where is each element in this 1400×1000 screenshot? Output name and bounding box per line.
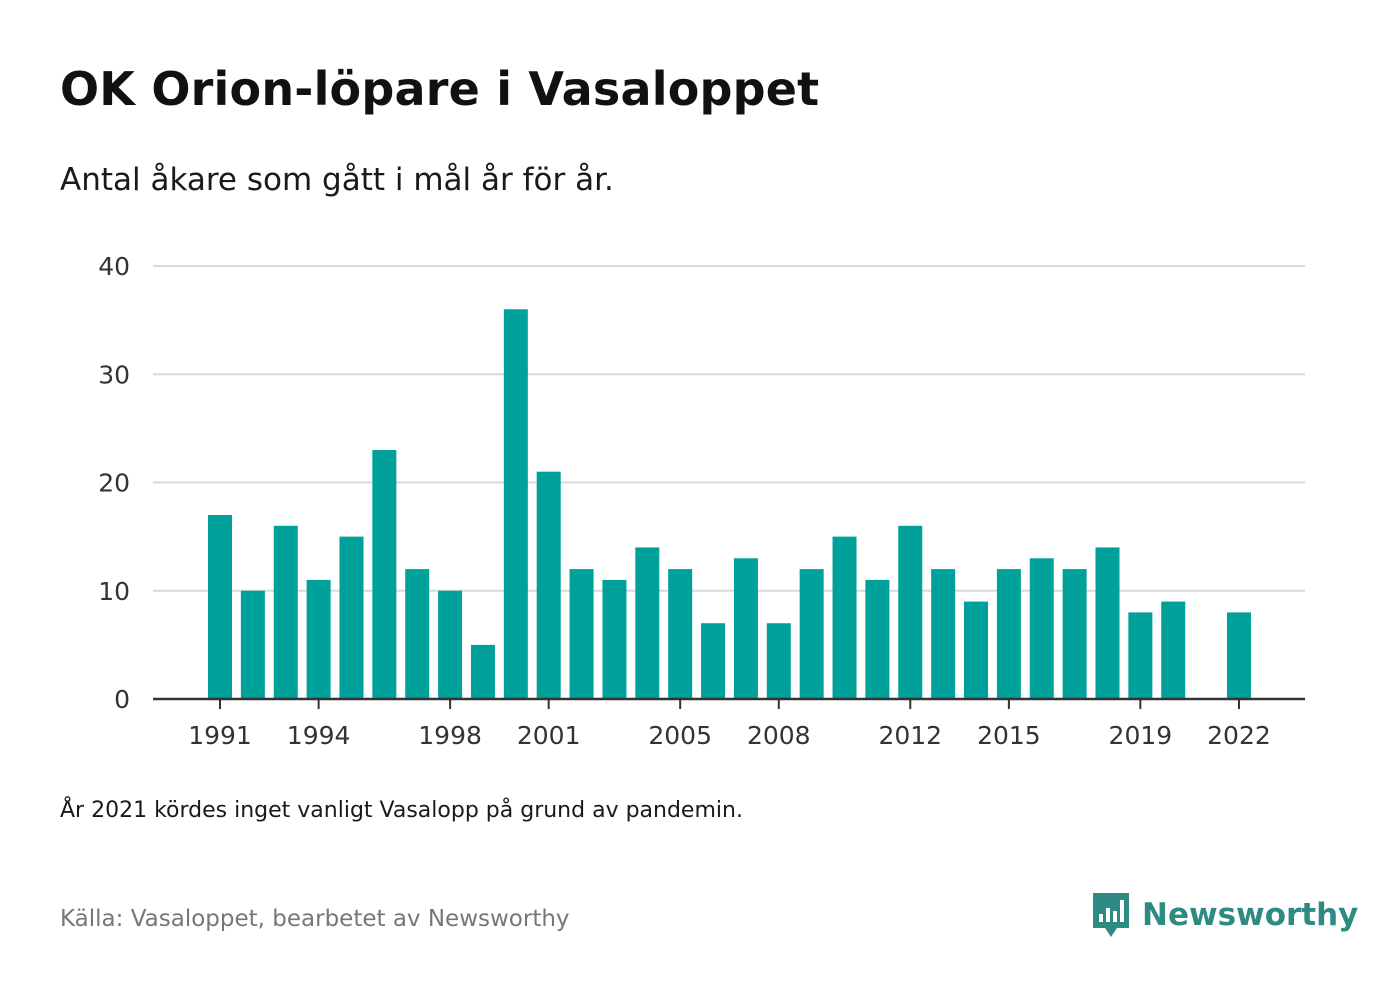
bar (668, 569, 693, 699)
bar (865, 579, 890, 699)
bar (339, 536, 364, 699)
y-tick-label: 10 (98, 577, 130, 606)
bar (799, 569, 824, 699)
bar (306, 579, 331, 699)
source-text: Källa: Vasaloppet, bearbetet av Newswort… (60, 906, 570, 932)
page-subtitle: Antal åkare som gått i mål år för år. (60, 162, 614, 198)
bar (536, 471, 561, 699)
x-tick-label: 2012 (878, 721, 942, 750)
chart-note: År 2021 kördes inget vanligt Vasalopp på… (60, 798, 743, 823)
y-axis-ticks: 0 10 20 30 40 (98, 252, 130, 714)
bar (964, 601, 989, 699)
bar (208, 514, 232, 699)
bar (1161, 601, 1186, 699)
x-tick-label: 2008 (747, 721, 811, 750)
x-tick-label: 2019 (1109, 721, 1173, 750)
bar (503, 309, 528, 699)
x-tick-label: 1994 (287, 721, 351, 750)
y-tick-label: 0 (114, 685, 130, 714)
bar (996, 569, 1021, 699)
page-title: OK Orion-löpare i Vasaloppet (60, 62, 820, 116)
gridlines (153, 265, 1305, 592)
bar (931, 569, 956, 699)
bar (1029, 558, 1054, 699)
bar (635, 547, 660, 699)
bar (1062, 569, 1087, 699)
bar (372, 450, 397, 699)
x-axis-ticks: 1991 1994 1998 2001 2005 2008 2012 2015 2019 2022 (188, 699, 1271, 750)
y-tick-label: 20 (98, 469, 130, 498)
x-tick-label: 2005 (648, 721, 712, 750)
bar (1128, 612, 1153, 699)
bar (1226, 612, 1251, 699)
x-tick-label: 1998 (418, 721, 482, 750)
y-tick-label: 40 (98, 252, 130, 281)
x-tick-label: 1991 (188, 721, 252, 750)
newsworthy-logo-icon (1093, 893, 1129, 937)
bar (733, 558, 758, 699)
x-tick-label: 2015 (977, 721, 1041, 750)
bar (470, 644, 495, 699)
bar (405, 569, 430, 699)
bar (602, 579, 627, 699)
bar (569, 569, 594, 699)
x-tick-label: 2022 (1207, 721, 1271, 750)
x-tick-label: 2001 (517, 721, 581, 750)
brand-name: Newsworthy (1142, 897, 1359, 933)
bar (240, 590, 265, 699)
bars (208, 309, 1251, 699)
bar (273, 525, 298, 699)
bar (898, 525, 923, 699)
bar (438, 590, 463, 699)
bar (832, 536, 857, 699)
bar (1095, 547, 1120, 699)
bar (766, 623, 791, 699)
y-tick-label: 30 (98, 360, 130, 389)
brand-logo[interactable]: Newsworthy (1090, 890, 1358, 940)
bar (701, 623, 726, 699)
